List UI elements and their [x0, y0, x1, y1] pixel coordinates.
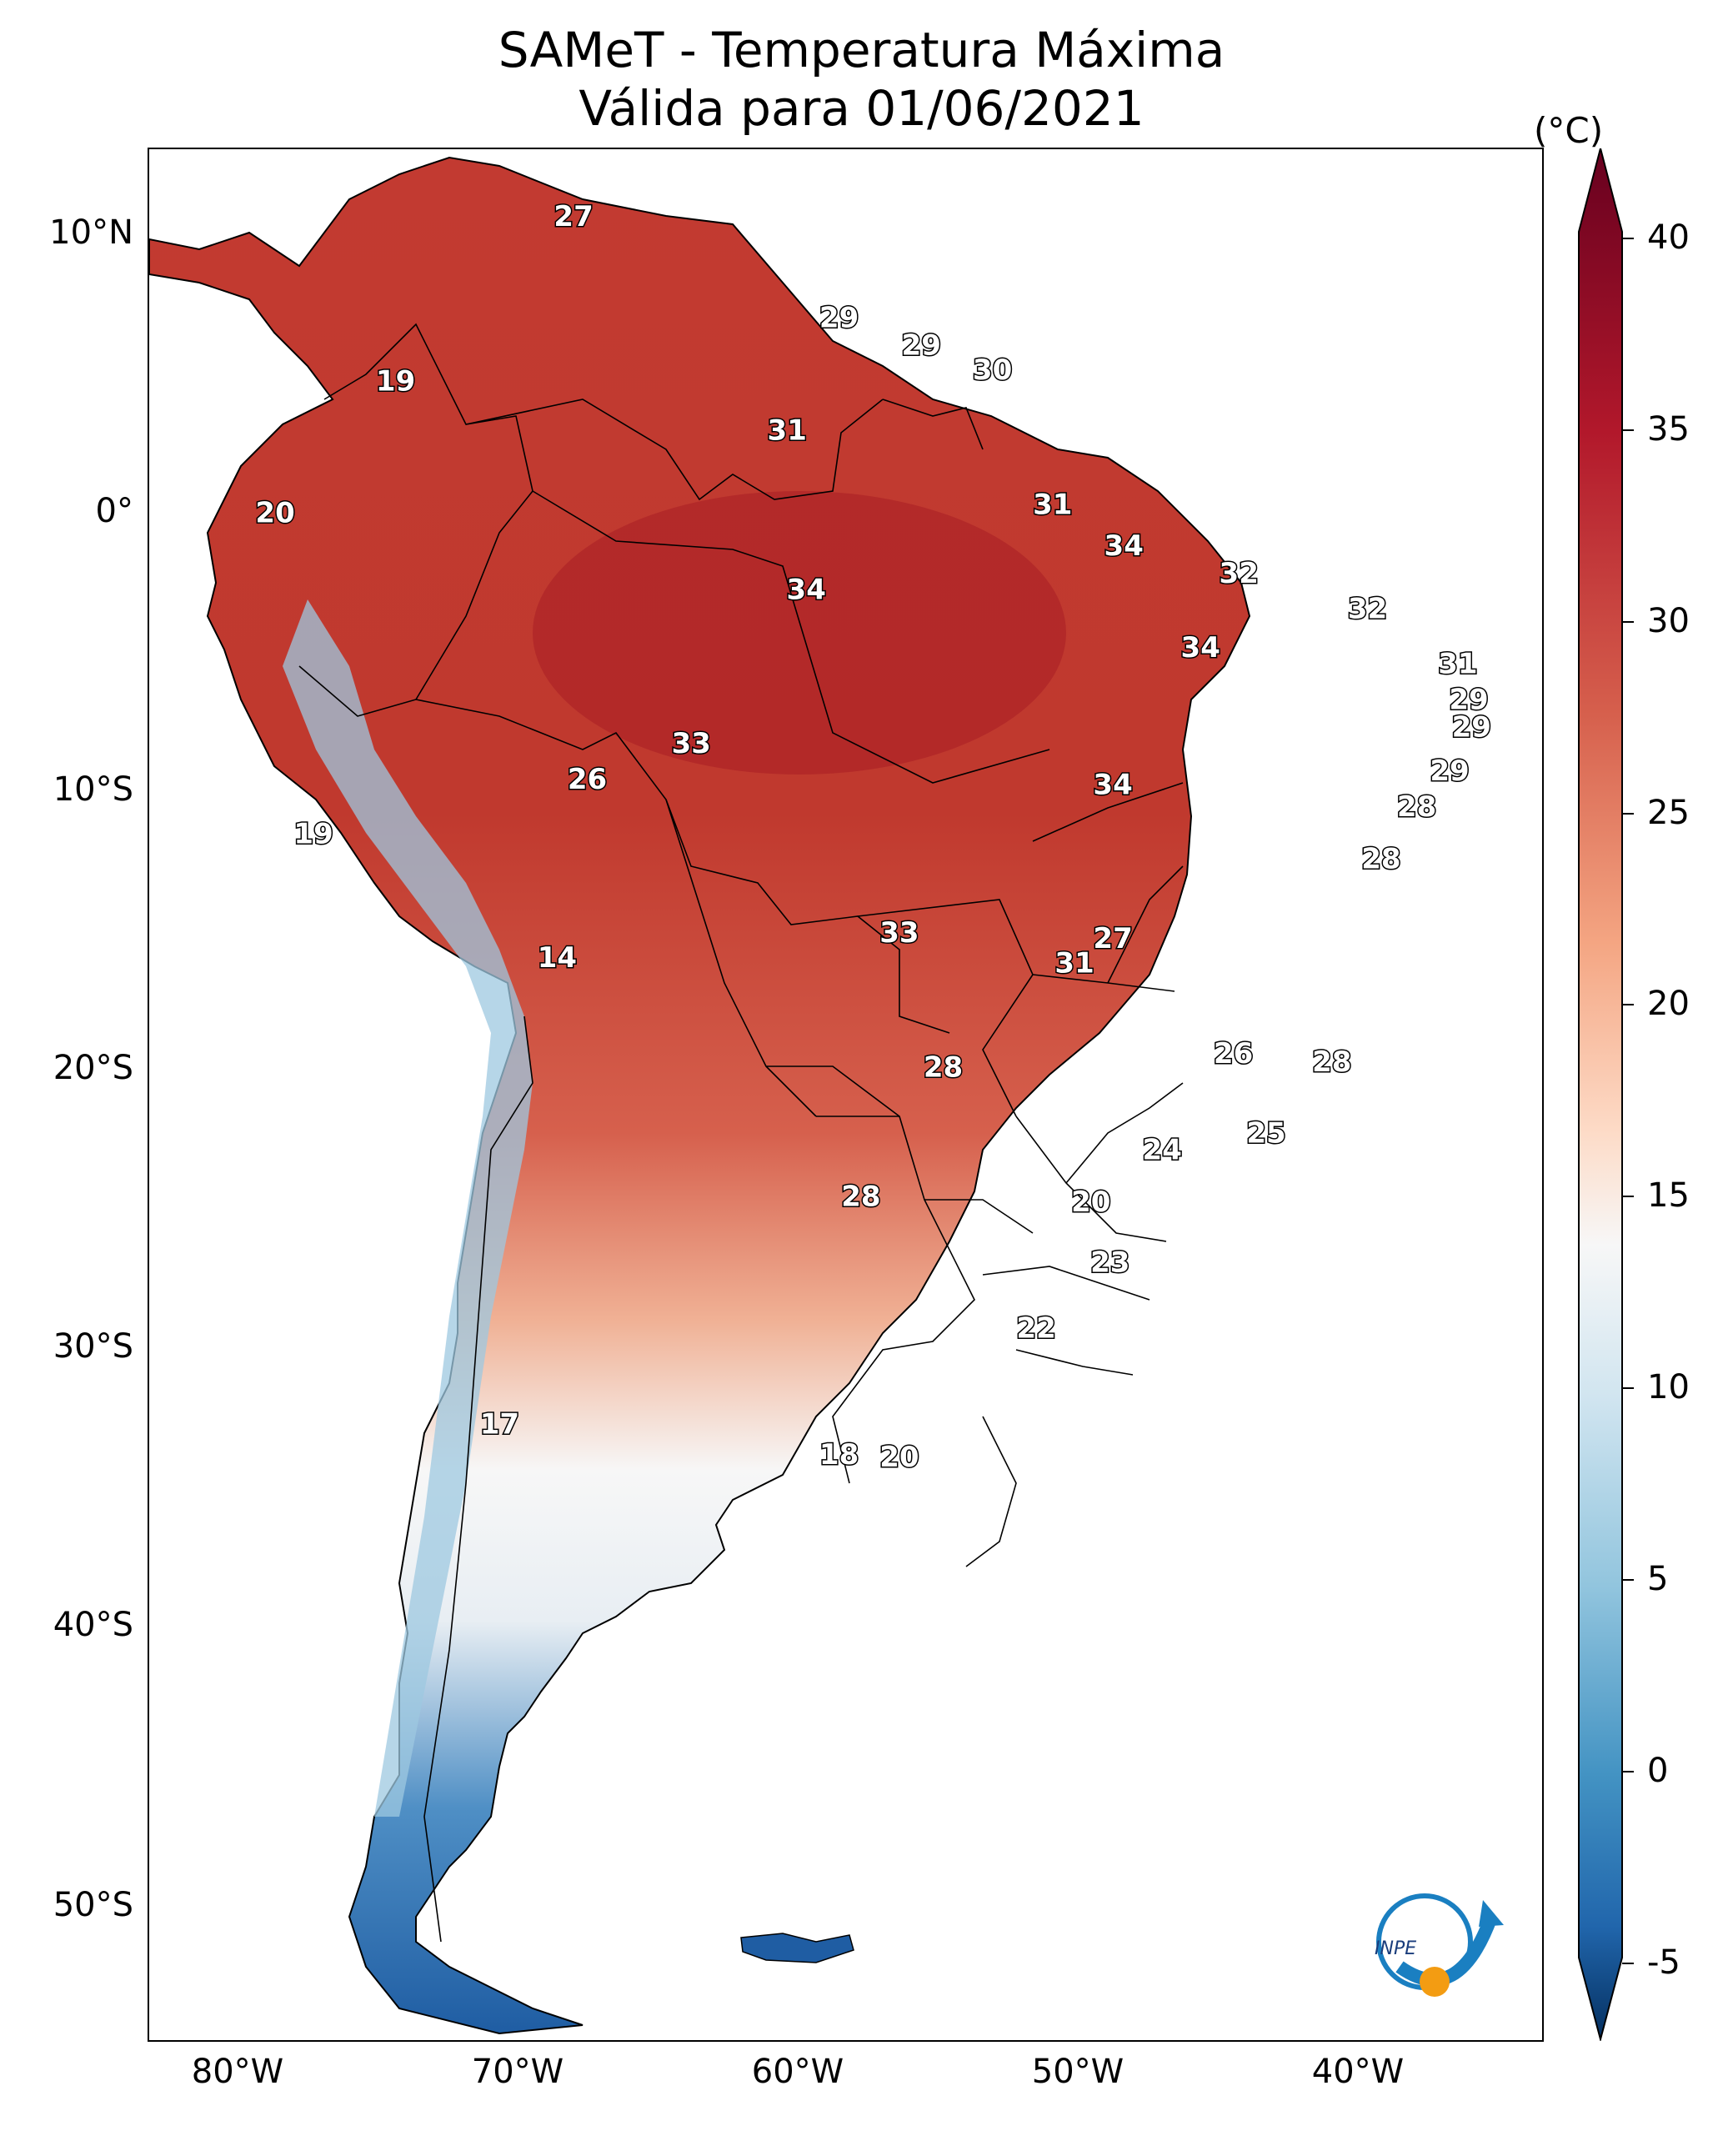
- temperature-label: 20: [255, 496, 294, 529]
- temperature-label: 31: [1054, 946, 1094, 980]
- temperature-label: 29: [902, 329, 941, 363]
- lon-label-50w: 50°W: [1031, 2053, 1124, 2091]
- lat-label-50s: 50°S: [53, 1886, 133, 1924]
- temperature-label: 26: [568, 763, 607, 796]
- map-title: SAMeT - Temperatura Máxima: [498, 22, 1225, 78]
- colorbar: [1578, 148, 1623, 2041]
- colorbar-tick-35: 35: [1647, 410, 1690, 449]
- heat-core: [533, 491, 1066, 775]
- temperature-label: 33: [672, 727, 711, 760]
- colorbar-tick-5: 5: [1647, 1560, 1669, 1598]
- andes-cold-ridge: [283, 599, 533, 1817]
- falklands: [740, 1933, 854, 1963]
- temperature-label: 26: [1214, 1037, 1253, 1070]
- temperature-label: 14: [538, 941, 577, 975]
- colorbar-tick-0: 0: [1647, 1752, 1669, 1790]
- temperature-label: 23: [1090, 1246, 1129, 1279]
- country-borders: [298, 323, 1184, 1943]
- temperature-label: 24: [1143, 1133, 1182, 1166]
- temperature-label: 25: [1246, 1117, 1285, 1151]
- temperature-label: 29: [1452, 710, 1491, 744]
- lat-label-30s: 30°S: [53, 1327, 133, 1366]
- svg-text:INPE: INPE: [1375, 1938, 1416, 1959]
- temperature-label: 31: [1033, 489, 1072, 522]
- temperature-label: 27: [1093, 922, 1132, 955]
- temperature-label: 31: [1438, 648, 1477, 681]
- colorbar-tick-15: 15: [1647, 1176, 1690, 1215]
- colorbar-unit: (°C): [1534, 110, 1604, 151]
- temperature-label: 34: [787, 574, 826, 607]
- colorbar-tick-30: 30: [1647, 602, 1690, 640]
- temperature-label: 34: [1181, 631, 1220, 664]
- temperature-label: 32: [1220, 557, 1259, 590]
- temperature-label: 28: [1361, 842, 1400, 875]
- map-subtitle: Válida para 01/06/2021: [579, 80, 1144, 137]
- lat-label-10n: 10°N: [49, 213, 133, 252]
- temperature-label: 27: [553, 200, 593, 233]
- map-panel[interactable]: INPE 27 19 29 29 30 31 20 31 34 32 32 34 34 31 29 29 33 2…: [148, 148, 1544, 2042]
- colorbar-tick-20: 20: [1647, 985, 1690, 1023]
- continent-shape: [149, 156, 1251, 2035]
- temperature-label: 31: [768, 414, 807, 448]
- colorbar-tick-10: 10: [1647, 1368, 1690, 1406]
- temperature-label: 28: [841, 1180, 880, 1213]
- temperature-label: 30: [973, 353, 1012, 387]
- temperature-label: 34: [1104, 529, 1144, 563]
- temperature-label: 28: [1397, 790, 1436, 824]
- temperature-label: 29: [819, 302, 859, 335]
- lon-label-70w: 70°W: [471, 2053, 564, 2091]
- temperature-label: 20: [879, 1441, 919, 1474]
- inpe-logo: INPE: [1375, 1893, 1504, 1997]
- colorbar-tick-minus5: -5: [1647, 1943, 1680, 1982]
- temperature-label: 22: [1016, 1311, 1055, 1345]
- temperature-label: 19: [293, 818, 333, 851]
- lon-label-40w: 40°W: [1311, 2053, 1405, 2091]
- lat-label-10s: 10°S: [53, 770, 133, 809]
- temperature-label: 34: [1093, 768, 1132, 801]
- lon-label-60w: 60°W: [751, 2053, 844, 2091]
- temperature-label: 32: [1348, 593, 1387, 626]
- temperature-label: 17: [480, 1408, 519, 1442]
- temperature-label: 29: [1449, 683, 1488, 716]
- colorbar-tick-25: 25: [1647, 794, 1690, 832]
- temperature-label: 28: [924, 1051, 963, 1085]
- temperature-label: 33: [879, 916, 919, 950]
- lat-label-40s: 40°S: [53, 1606, 133, 1644]
- temperature-label: 28: [1312, 1045, 1351, 1079]
- lon-label-80w: 80°W: [191, 2053, 284, 2091]
- temperature-label: 20: [1071, 1186, 1110, 1219]
- temperature-label: 19: [376, 364, 415, 398]
- temperature-label: 18: [819, 1438, 859, 1472]
- lat-label-20s: 20°S: [53, 1049, 133, 1087]
- lat-label-0: 0°: [95, 492, 133, 530]
- temperature-label: 29: [1430, 755, 1469, 788]
- colorbar-tick-40: 40: [1647, 218, 1690, 257]
